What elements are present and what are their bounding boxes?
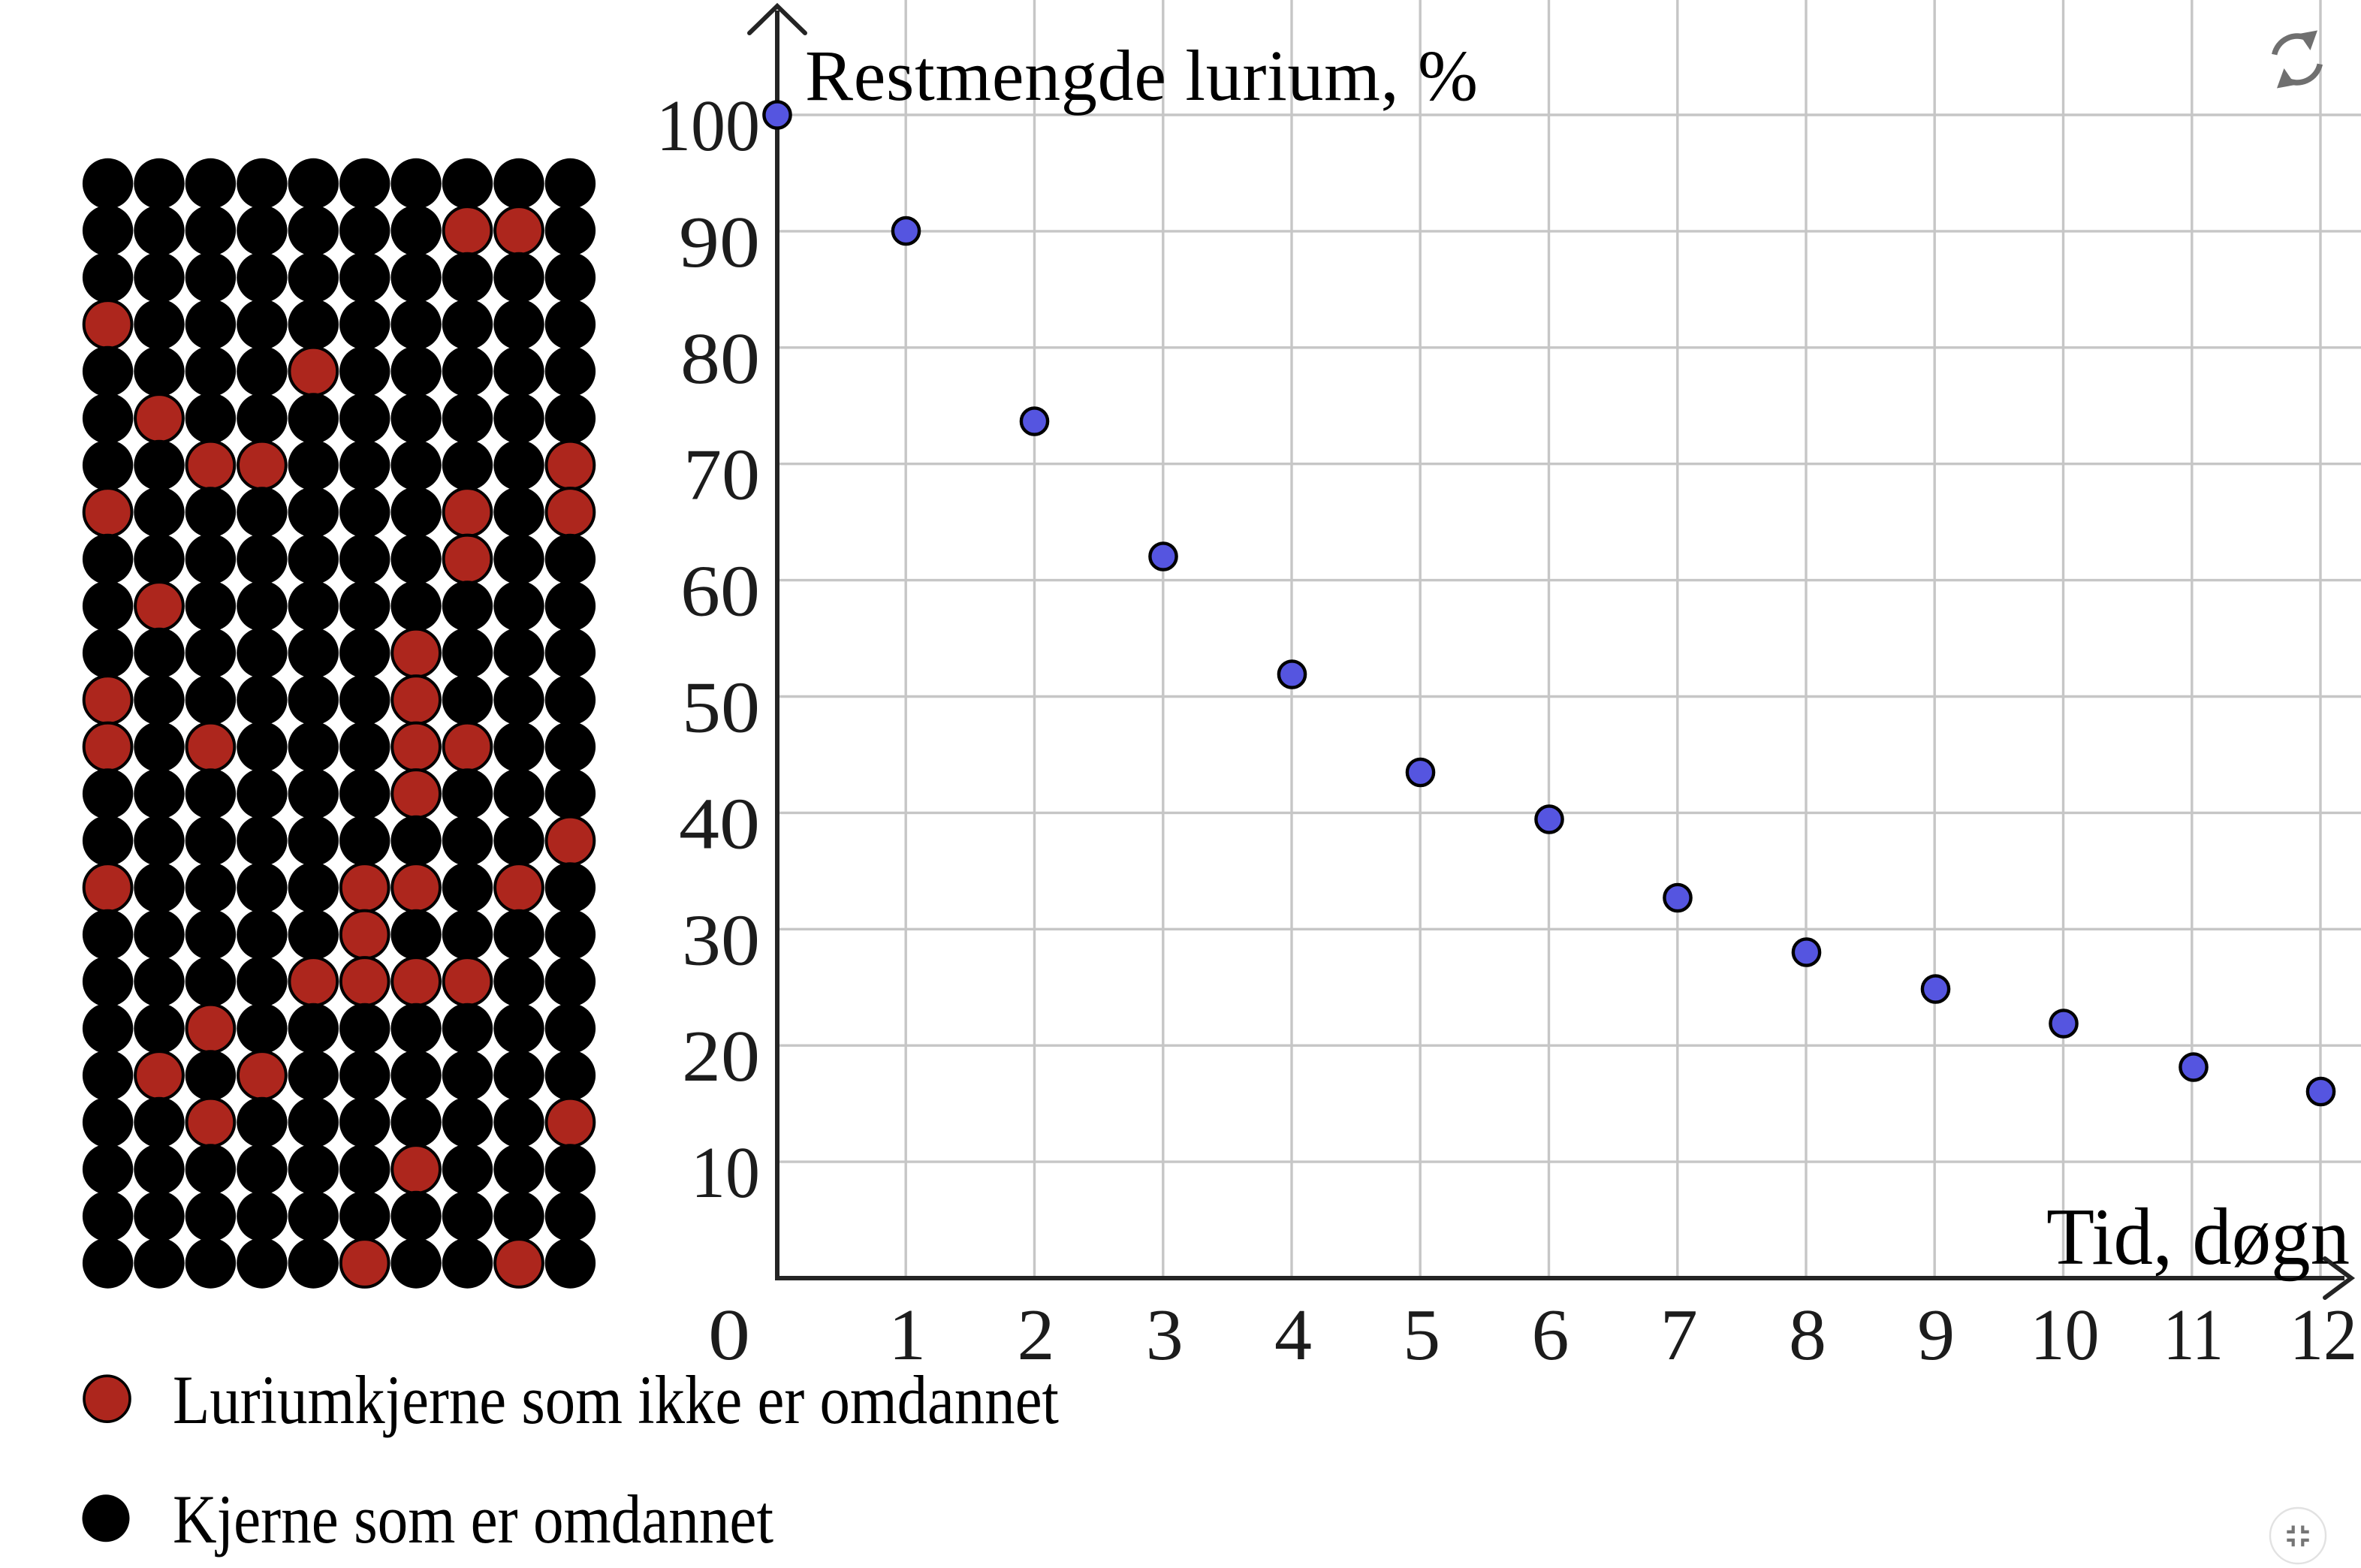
svg-text:40: 40	[679, 783, 760, 864]
svg-text:90: 90	[679, 202, 760, 283]
svg-text:11: 11	[2163, 1295, 2224, 1376]
svg-text:12: 12	[2290, 1295, 2357, 1376]
svg-text:50: 50	[682, 668, 760, 749]
svg-text:Restmengde lurium, %: Restmengde lurium, %	[805, 35, 1478, 116]
svg-text:10: 10	[2031, 1295, 2100, 1376]
svg-text:7: 7	[1660, 1295, 1698, 1376]
svg-text:1: 1	[888, 1295, 926, 1376]
svg-text:Tid, døgn: Tid, døgn	[2046, 1193, 2350, 1282]
svg-text:10: 10	[691, 1132, 760, 1214]
svg-text:80: 80	[680, 318, 760, 400]
svg-text:0: 0	[708, 1295, 750, 1376]
svg-text:100: 100	[656, 86, 760, 167]
svg-text:8: 8	[1789, 1295, 1826, 1376]
svg-text:20: 20	[682, 1016, 760, 1097]
svg-text:Kjerne som er omdannet: Kjerne som er omdannet	[173, 1481, 773, 1557]
svg-text:6: 6	[1532, 1295, 1569, 1376]
svg-text:5: 5	[1403, 1295, 1440, 1376]
svg-text:4: 4	[1274, 1295, 1312, 1376]
svg-text:70: 70	[683, 435, 760, 516]
svg-text:60: 60	[680, 551, 760, 632]
svg-text:9: 9	[1917, 1295, 1955, 1376]
svg-text:3: 3	[1146, 1295, 1184, 1376]
svg-text:2: 2	[1018, 1295, 1055, 1376]
svg-text:30: 30	[682, 900, 760, 981]
svg-text:Luriumkjerne som ikke er omdan: Luriumkjerne som ikke er omdannet	[173, 1361, 1059, 1438]
